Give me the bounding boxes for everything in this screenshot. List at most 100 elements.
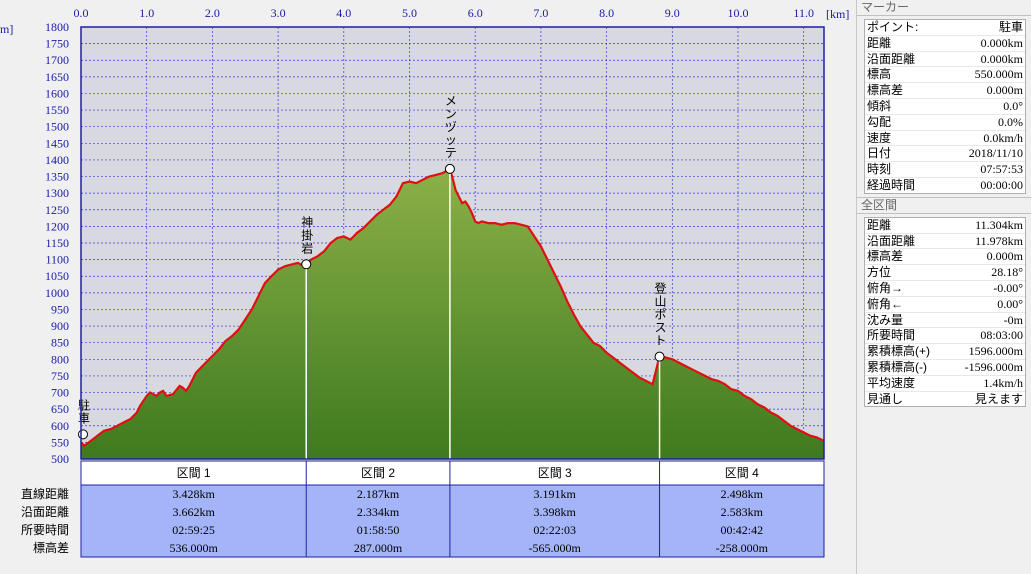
profile-panel: 500 550 600 650 700 750 800 850 900 950 1000 1050 11… — [0, 0, 855, 574]
y-tick-label: 1600 — [45, 86, 69, 100]
summary-key: 累積標高(+) — [867, 344, 931, 359]
marker-value: 0.0km/h — [983, 130, 1023, 145]
x-tick-label: 0.0 — [74, 6, 89, 20]
marker-value: 0.000m — [986, 83, 1023, 98]
waypoint-label-char: 岩 — [301, 240, 313, 255]
x-axis-ticks: 0.0 1.0 2.0 3.0 4.0 5.0 6.0 7.0 8.0 9.0 10.0 11.0 — [74, 6, 814, 20]
marker-row: 経過時間 00:00:00 — [865, 178, 1025, 193]
y-tick-label: 750 — [51, 369, 69, 383]
summary-value: 0.00° — [997, 296, 1023, 311]
marker-value: 0.000km — [980, 35, 1023, 50]
summary-value: 1596.000m — [968, 344, 1023, 359]
summary-key: 方位 — [867, 265, 892, 280]
y-tick-label: 1450 — [45, 136, 69, 150]
segment-value: 01:58:50 — [357, 523, 400, 537]
summary-row: 沈み量 -0m — [865, 313, 1025, 329]
marker-section-title: マーカー — [857, 0, 1031, 16]
grid-lines — [81, 27, 824, 459]
waypoint-label-char: ン — [445, 107, 457, 121]
y-tick-label: 1650 — [45, 70, 69, 84]
x-tick-label: 10.0 — [728, 6, 749, 20]
y-axis-ticks: 500 550 600 650 700 750 800 850 900 950 1000 1050 11… — [45, 20, 69, 466]
marker-key: 距離 — [867, 35, 892, 50]
summary-row: 平均速度 1.4km/h — [865, 376, 1025, 392]
marker-key: 経過時間 — [867, 177, 916, 192]
marker-row: 標高差 0.000m — [865, 83, 1025, 99]
summary-key: 累積標高(-) — [867, 359, 927, 374]
segment-value: 00:42:42 — [720, 523, 763, 537]
y-tick-label: 1800 — [45, 20, 69, 34]
y-tick-label: 1000 — [45, 286, 69, 300]
segment-value: 2.187km — [357, 487, 400, 501]
marker-key: 時刻 — [867, 162, 892, 177]
segment-header-bg — [80, 460, 825, 486]
summary-key: 沈み量 — [867, 312, 904, 327]
y-tick-label: 1350 — [45, 170, 69, 184]
y-tick-label: 1100 — [45, 253, 69, 267]
summary-value: 0.000m — [986, 249, 1023, 264]
x-tick-label: 3.0 — [271, 6, 286, 20]
y-tick-label: 1750 — [45, 37, 69, 51]
segment-value: 3.428km — [172, 487, 215, 501]
segment-value: 3.398km — [534, 505, 577, 519]
marker-key: ポイント: — [867, 20, 919, 34]
marker-key: 傾斜 — [867, 98, 892, 113]
x-tick-label: 4.0 — [336, 6, 351, 20]
x-tick-label: 11.0 — [793, 6, 814, 20]
summary-row: 累積標高(-) -1596.000m — [865, 360, 1025, 376]
marker-info-box: ポイント: 駐車 距離 0.000km 沿面距離 0.000km 標高 550.000m 標高差… — [864, 19, 1026, 194]
marker-key: 速度 — [867, 130, 892, 145]
info-panel: マーカー ポイント: 駐車 距離 0.000km 沿面距離 0.000km 標高 550.00… — [856, 0, 1031, 574]
segment-value: -258.000m — [716, 541, 769, 555]
segment-title: 区間 1 — [177, 466, 211, 480]
waypoint-label-char: 掛 — [301, 227, 313, 242]
summary-key: 俯角← — [867, 296, 904, 311]
segment-value: 3.662km — [172, 505, 215, 519]
summary-row: 標高差 0.000m — [865, 249, 1025, 266]
x-tick-label: 8.0 — [599, 6, 614, 20]
elevation-profile-chart[interactable]: 500 550 600 650 700 750 800 850 900 950 1000 1050 11… — [0, 0, 855, 574]
marker-row: 速度 0.0km/h — [865, 131, 1025, 147]
marker-key: 標高差 — [867, 83, 904, 98]
summary-key: 平均速度 — [867, 375, 916, 390]
summary-value: 11.978km — [975, 233, 1023, 248]
y-tick-label: 900 — [51, 319, 69, 333]
marker-value: 550.000m — [974, 67, 1023, 82]
summary-key: 所要時間 — [867, 328, 916, 343]
summary-row: 方位 28.18° — [865, 265, 1025, 281]
x-tick-label: 6.0 — [468, 6, 483, 20]
waypoint-label-char: 登 — [655, 281, 667, 296]
y-tick-label: 600 — [51, 419, 69, 433]
y-tick-label: 1500 — [45, 120, 69, 134]
segment-row-label: 直線距離 — [21, 486, 69, 501]
segment-row-label: 所要時間 — [21, 523, 69, 537]
y-tick-label: 650 — [51, 402, 69, 416]
summary-row: 俯角← 0.00° — [865, 297, 1025, 313]
marker-row: 傾斜 0.0° — [865, 99, 1025, 115]
summary-row: 俯角→ -0.00° — [865, 281, 1025, 297]
waypoint-label-char: テ — [445, 146, 457, 160]
y-tick-label: 700 — [51, 386, 69, 400]
segment-row-label: 標高差 — [33, 540, 69, 555]
summary-info-box: 距離 11.304km 沿面距離 11.978km 標高差 0.000m 方位 28.18° 俯… — [864, 216, 1026, 408]
waypoint-label-char: 神 — [301, 215, 313, 229]
x-axis-unit: [km] — [826, 7, 849, 21]
y-tick-label: 1200 — [45, 219, 69, 233]
segment-value: 3.191km — [534, 487, 577, 501]
marker-key: 勾配 — [867, 114, 892, 129]
summary-value: 08:03:00 — [980, 328, 1023, 343]
plot-frame — [80, 26, 825, 460]
summary-section-title: 全区間 — [857, 196, 1031, 214]
y-tick-label: 1400 — [45, 153, 69, 167]
summary-value: -1596.000m — [964, 359, 1023, 374]
segment-value: 2.583km — [721, 505, 764, 519]
x-tick-label: 2.0 — [205, 6, 220, 20]
segment-title: 区間 2 — [361, 466, 395, 480]
summary-value: 11.304km — [975, 217, 1023, 232]
summary-row: 距離 11.304km — [865, 218, 1025, 234]
segment-value: 02:22:03 — [533, 523, 576, 537]
summary-value: -0m — [1003, 312, 1023, 327]
